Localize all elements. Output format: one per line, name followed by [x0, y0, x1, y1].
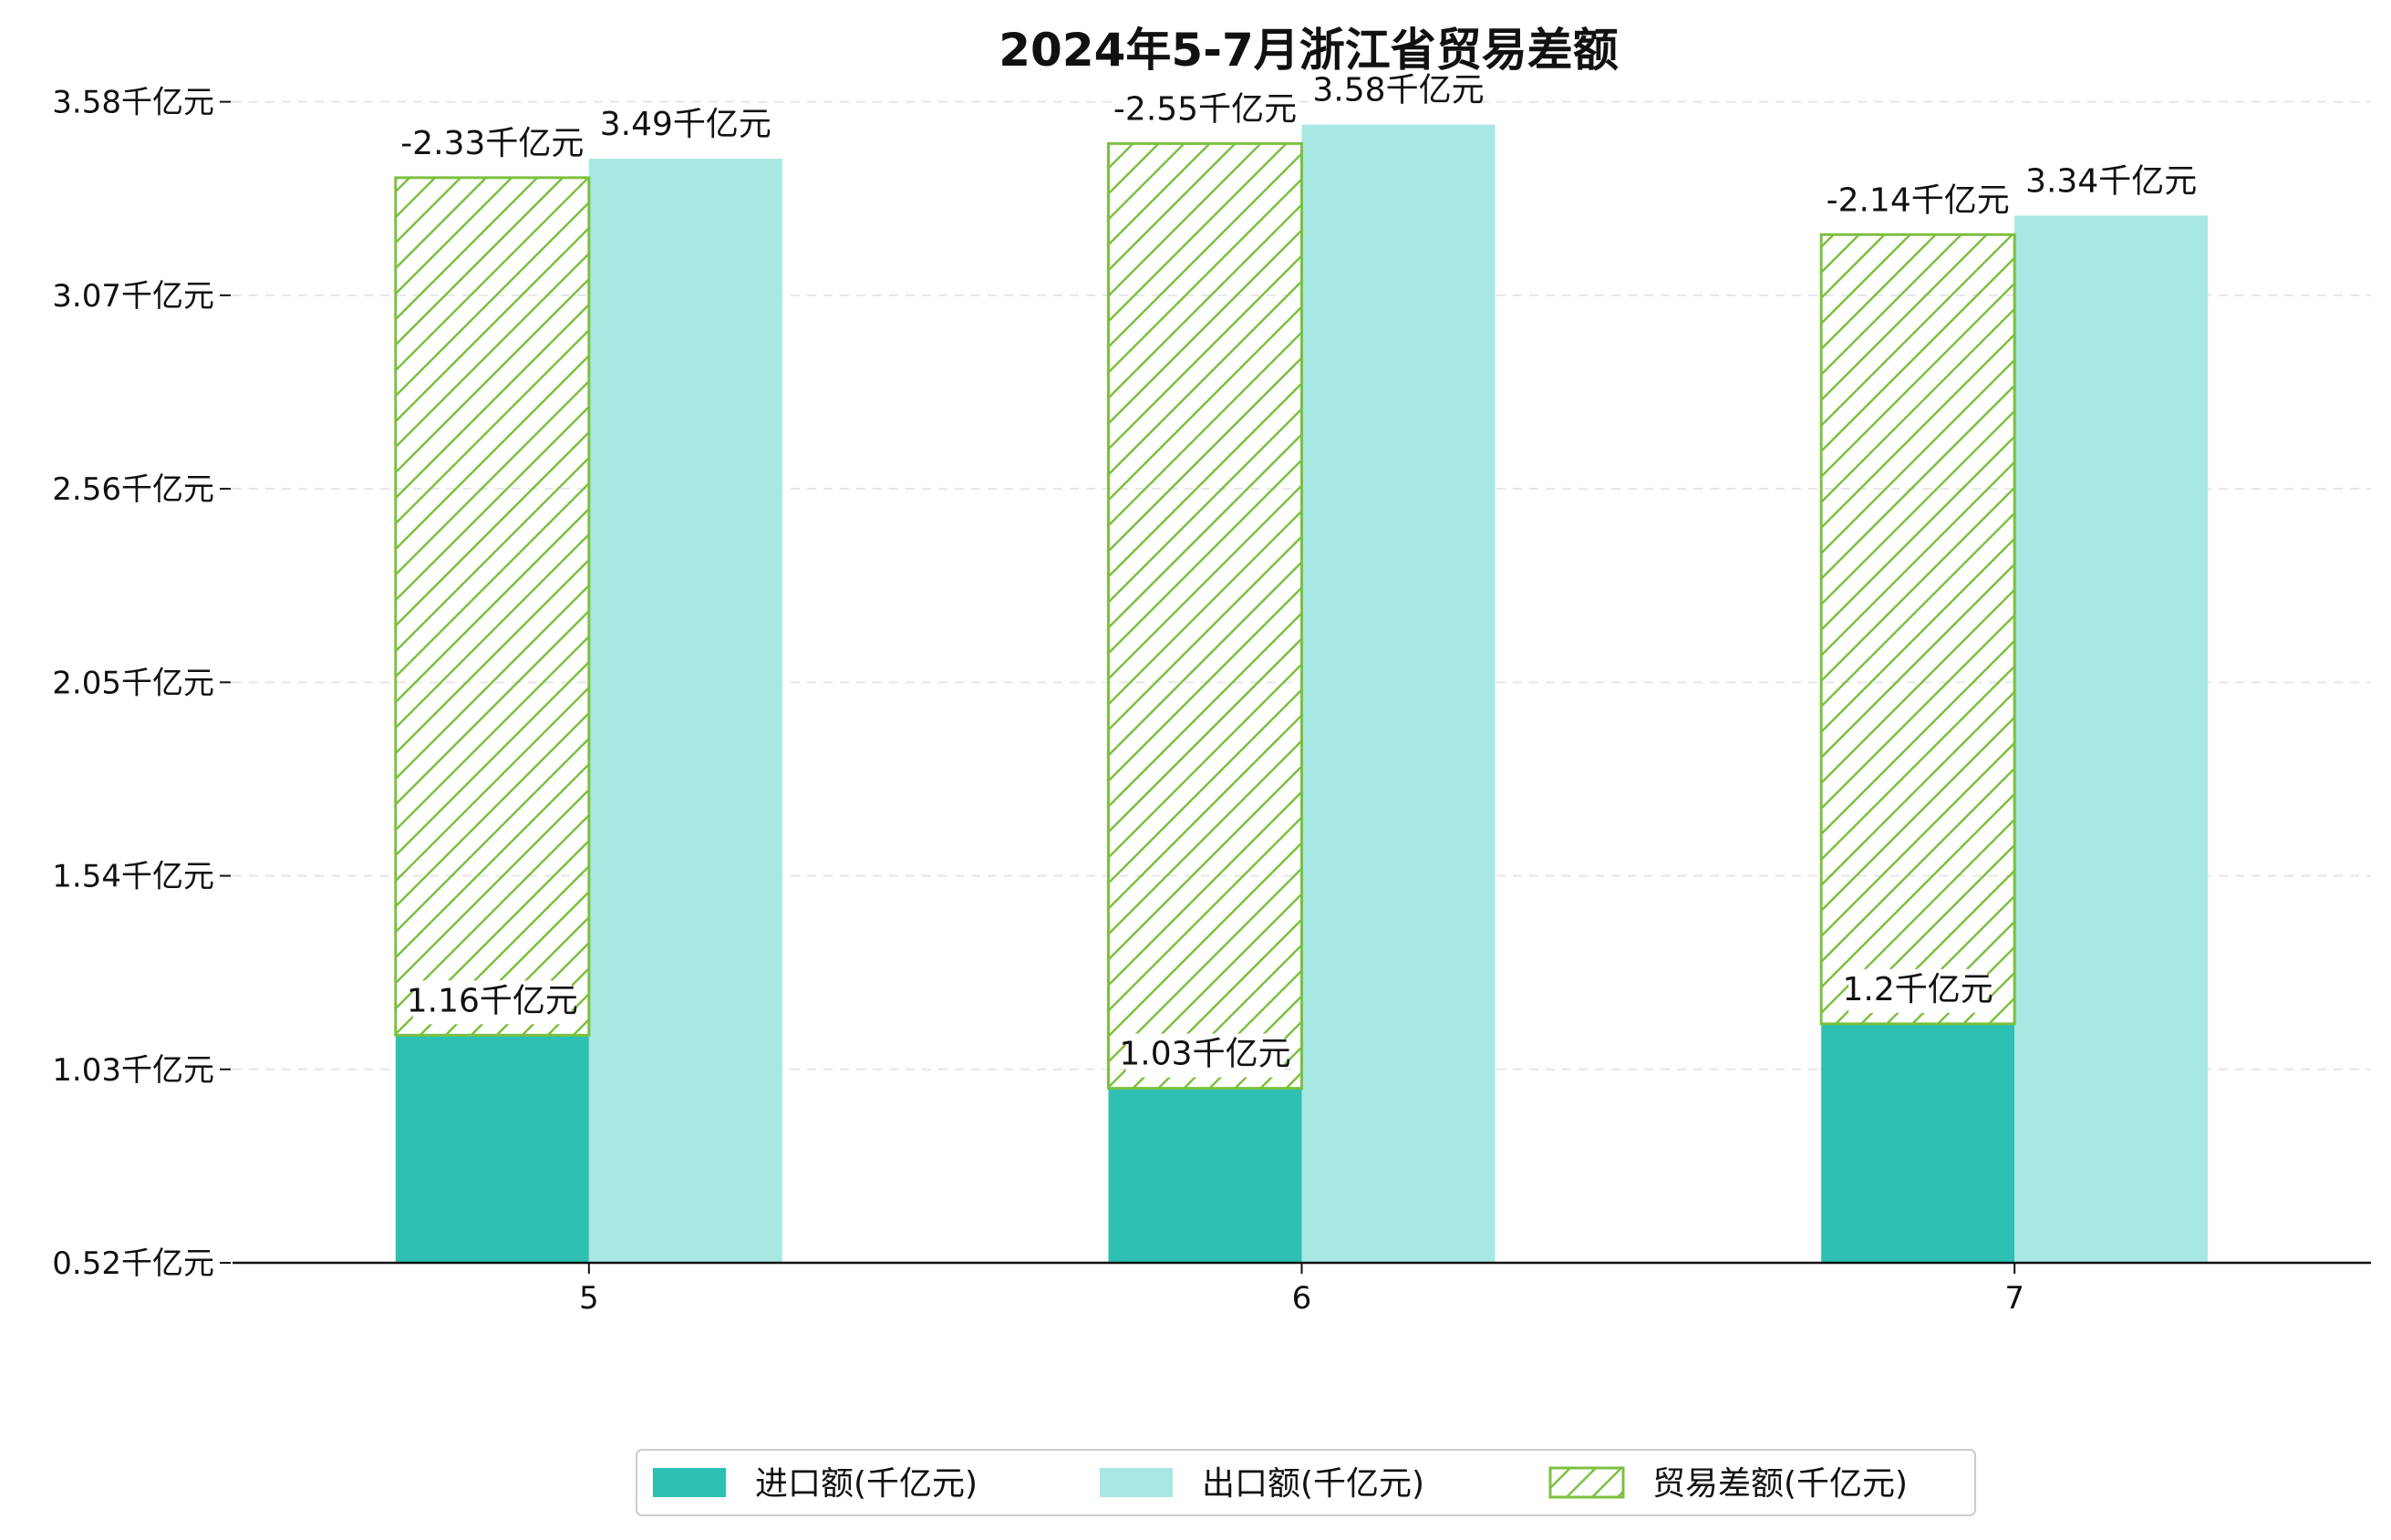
export-bar [588, 159, 782, 1264]
balance-value-label: -2.55千亿元 [1113, 90, 1297, 128]
import-value-label: 1.03千亿元 [1119, 1036, 1290, 1073]
legend-export-swatch [1100, 1468, 1173, 1497]
export-value-label: 3.49千亿元 [600, 106, 771, 143]
legend-import-swatch [653, 1468, 726, 1497]
legend: 进口额(千亿元) 出口额(千亿元) 贸易差额(千亿元) [636, 1449, 1976, 1516]
legend-export-label: 出口额(千亿元) [1202, 1465, 1424, 1503]
chart-title: 2024年5-7月浙江省贸易差额 [999, 24, 1619, 77]
import-bar [395, 1035, 589, 1263]
balance-value-label-bg [1828, 180, 2008, 224]
balance-bar [1107, 141, 1303, 1090]
import-value-label: 1.2千亿元 [1843, 971, 1993, 1008]
y-tick-label: 0.52千亿元 [52, 1245, 214, 1282]
export-value-label-bg [1319, 69, 1478, 114]
legend-balance-swatch [1548, 1466, 1625, 1499]
export-value-label-bg [606, 104, 765, 149]
x-tick-label: 5 [579, 1280, 599, 1317]
y-tick-label: 3.07千亿元 [52, 278, 214, 315]
balance-bar [394, 176, 591, 1037]
import-value-label: 1.16千亿元 [407, 982, 578, 1019]
legend-balance-label: 贸易差额(千亿元) [1652, 1465, 1908, 1503]
y-tick-label: 1.03千亿元 [52, 1052, 214, 1089]
export-bar [2014, 215, 2209, 1263]
import-value-label-bg [1125, 1033, 1285, 1078]
export-value-label: 3.58千亿元 [1312, 72, 1484, 109]
y-tick-label: 3.58千亿元 [52, 85, 214, 121]
import-value-label-bg [1848, 968, 1988, 1013]
y-tick-label: 1.54千亿元 [52, 859, 214, 895]
balance-value-label-bg [1115, 88, 1295, 133]
bars [394, 124, 2209, 1264]
import-bar [1108, 1088, 1302, 1263]
data-labels: 1.16千亿元 3.49千亿元 -2.33千亿元 1.03千亿元 3.58千亿元 -2.5… [400, 69, 2197, 1078]
legend-box [636, 1449, 1976, 1516]
legend-import-label: 进口额(千亿元) [755, 1465, 978, 1503]
balance-value-label: -2.33千亿元 [400, 125, 584, 162]
y-tick-label: 2.05千亿元 [52, 665, 214, 701]
x-tick-label: 6 [1292, 1280, 1312, 1317]
balance-value-label-bg [402, 122, 582, 167]
balance-value-label: -2.14千亿元 [1827, 181, 2010, 219]
x-tick-label: 7 [2004, 1280, 2024, 1317]
export-bar [1301, 124, 1496, 1263]
export-value-label: 3.34千亿元 [2025, 162, 2197, 200]
import-value-label-bg [412, 980, 572, 1025]
balance-bar [1819, 233, 2016, 1026]
import-bar [1821, 1023, 2015, 1263]
axes: 0.52千亿元 1.03千亿元 1.54千亿元 2.05千亿元 2.56千亿元 3.07千… [52, 85, 2371, 1317]
y-tick-label: 2.56千亿元 [52, 471, 214, 508]
export-value-label-bg [2032, 160, 2191, 205]
